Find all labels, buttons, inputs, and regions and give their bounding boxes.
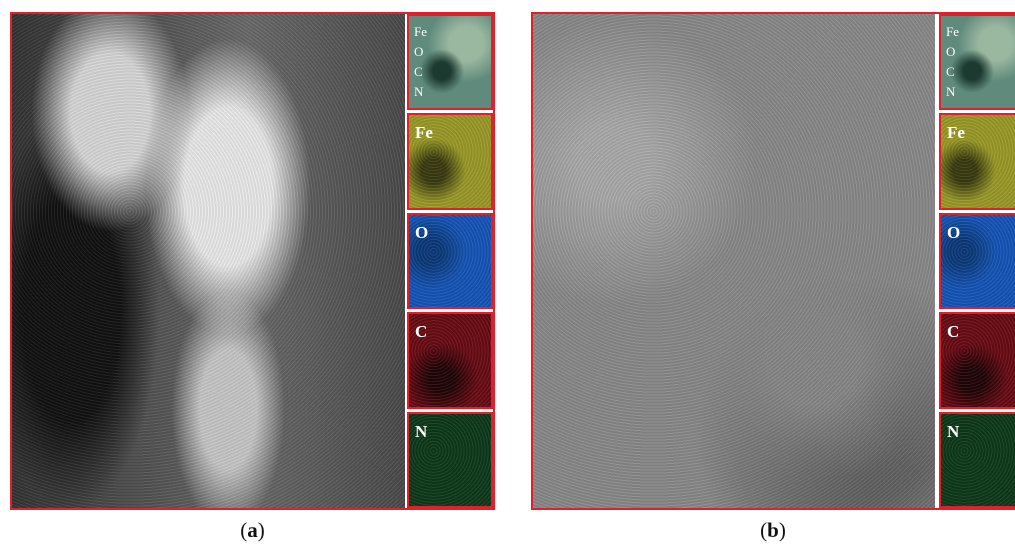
element-map: C	[407, 312, 493, 408]
overlay-label: N	[414, 82, 427, 102]
overlay-label: Fe	[414, 22, 427, 42]
element-map: N	[939, 412, 1015, 508]
caption: (a)	[10, 518, 495, 543]
map-label: N	[415, 422, 427, 442]
overlay-label: N	[946, 82, 959, 102]
element-map: Fe	[939, 113, 1015, 209]
map-label: O	[415, 223, 428, 243]
element-map: Fe	[407, 113, 493, 209]
map-label: O	[947, 223, 960, 243]
caption-part: )	[258, 518, 265, 542]
sem-image	[12, 14, 405, 508]
map-label: Fe	[415, 123, 433, 143]
overlay-label: C	[946, 62, 959, 82]
figure: FeOCNFeOCN(a)FeOCNFeOCN(b) (() => { cons…	[0, 0, 1015, 547]
map-label: C	[947, 322, 959, 342]
overlay-label: C	[414, 62, 427, 82]
overlay-label: Fe	[946, 22, 959, 42]
element-map: C	[939, 312, 1015, 408]
overlay-label: O	[946, 42, 959, 62]
map-label: Fe	[947, 123, 965, 143]
sem-image	[533, 14, 935, 508]
element-map: O	[939, 213, 1015, 309]
caption: (b)	[531, 518, 1015, 543]
caption-part: )	[779, 518, 786, 542]
map-label: C	[415, 322, 427, 342]
overlay-label: O	[414, 42, 427, 62]
element-map: N	[407, 412, 493, 508]
map-label: N	[947, 422, 959, 442]
element-map: O	[407, 213, 493, 309]
caption-part: a	[247, 518, 258, 542]
caption-part: b	[767, 518, 779, 542]
